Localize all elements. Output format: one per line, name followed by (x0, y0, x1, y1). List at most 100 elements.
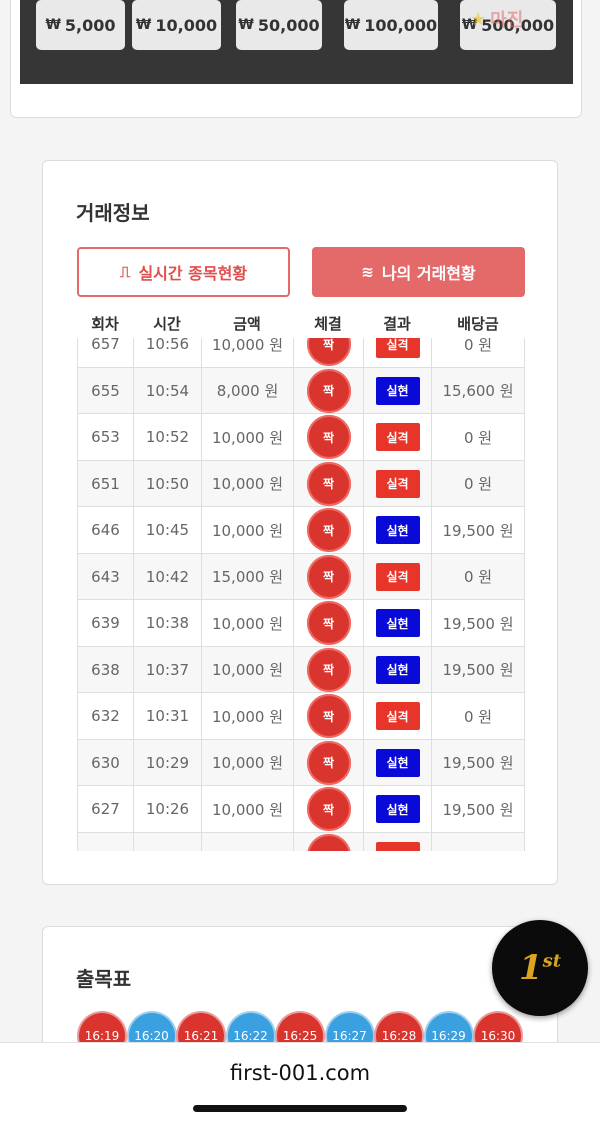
cell-time (133, 832, 201, 851)
pick-ball: 짝 (306, 787, 351, 832)
result-badge: 실현 (375, 516, 420, 545)
table-row: 646 10:45 10,000 원 짝 실현 19,500 원 (77, 507, 525, 554)
result-badge: 실현 (375, 609, 420, 638)
cell-amount: 10,000 원 (201, 693, 293, 740)
table-row (77, 832, 525, 851)
cell-payout: 0 원 (431, 553, 525, 600)
cell-time: 10:54 (133, 367, 201, 414)
cell-pick: 짝 (293, 460, 363, 507)
realtime-status-button[interactable]: ⎍ 실시간 종목현황 (77, 247, 290, 297)
bet-100000-button[interactable]: ₩100,000 (344, 0, 438, 50)
cell-time: 10:29 (133, 739, 201, 786)
home-indicator[interactable] (193, 1105, 407, 1112)
cell-time: 10:38 (133, 600, 201, 647)
cell-round: 646 (77, 507, 133, 554)
my-trades-button[interactable]: ≋ 나의 거래현황 (312, 247, 525, 297)
table-row: 638 10:37 10,000 원 짝 실현 19,500 원 (77, 646, 525, 693)
table-header: 회차 시간 금액 체결 결과 배당금 (77, 313, 525, 337)
cell-amount: 15,000 원 (201, 553, 293, 600)
pick-ball: 짝 (306, 461, 351, 506)
cell-time: 10:45 (133, 507, 201, 554)
result-badge: 실현 (375, 655, 420, 684)
cell-pick: 짝 (293, 367, 363, 414)
cell-time: 10:56 (133, 338, 201, 368)
cell-amount: 8,000 원 (201, 367, 293, 414)
table-row: 632 10:31 10,000 원 짝 실격 0 원 (77, 693, 525, 740)
pick-ball: 짝 (306, 601, 351, 646)
bet-5000-button[interactable]: ₩5,000 (36, 0, 125, 50)
cell-amount: 10,000 원 (201, 338, 293, 368)
cell-amount: 10,000 원 (201, 786, 293, 833)
won-icon: ₩ (135, 17, 152, 33)
table-row: 643 10:42 15,000 원 짝 실격 0 원 (77, 553, 525, 600)
bet-500000-button[interactable]: ₩500,000 (460, 0, 556, 50)
won-icon: ₩ (344, 17, 361, 33)
cell-pick: 짝 (293, 600, 363, 647)
cell-amount: 10,000 원 (201, 507, 293, 554)
chulmok-title: 출목표 (76, 967, 132, 991)
cell-payout: 0 원 (431, 338, 525, 368)
cell-result: 실현 (363, 507, 431, 554)
pulse-icon: ⎍ (119, 263, 131, 281)
result-badge (375, 841, 420, 851)
result-badge: 실격 (375, 469, 420, 498)
pick-ball: 짝 (306, 647, 351, 692)
table-row: 627 10:26 10,000 원 짝 실현 19,500 원 (77, 786, 525, 833)
pick-ball: 짝 (306, 338, 351, 367)
table-row: 639 10:38 10,000 원 짝 실현 19,500 원 (77, 600, 525, 647)
trade-table[interactable]: 657 10:56 10,000 원 짝 실격 0 원 655 10:54 8,000 원 짝 실현… (77, 338, 525, 851)
cell-result: 실격 (363, 338, 431, 368)
won-icon: ₩ (461, 17, 478, 33)
trade-rows: 657 10:56 10,000 원 짝 실격 0 원 655 10:54 8,000 원 짝 실현… (77, 338, 525, 851)
result-badge: 실격 (375, 338, 420, 359)
result-badge: 실현 (375, 795, 420, 824)
watermark-logo: ★ 마진 (470, 8, 524, 32)
table-row: 653 10:52 10,000 원 짝 실격 0 원 (77, 414, 525, 461)
cell-pick: 짝 (293, 739, 363, 786)
browser-url-bar[interactable]: first-001.com (0, 1042, 600, 1125)
result-badge: 실격 (375, 423, 420, 452)
pick-ball: 짝 (306, 694, 351, 739)
cell-time: 10:26 (133, 786, 201, 833)
cell-result: 실격 (363, 414, 431, 461)
header-pick: 체결 (314, 315, 342, 333)
cell-round: 655 (77, 367, 133, 414)
cell-pick: 짝 (293, 693, 363, 740)
cell-round: 638 (77, 646, 133, 693)
cell-round: 651 (77, 460, 133, 507)
cell-amount: 10,000 원 (201, 460, 293, 507)
cell-result: 실격 (363, 553, 431, 600)
table-row: 630 10:29 10,000 원 짝 실현 19,500 원 (77, 739, 525, 786)
cell-result: 실격 (363, 693, 431, 740)
pick-ball: 짝 (306, 554, 351, 599)
first-logo-badge[interactable]: 1st (492, 920, 588, 1016)
cell-round: 639 (77, 600, 133, 647)
bet-10000-button[interactable]: ₩10,000 (132, 0, 221, 50)
header-payout: 배당금 (457, 315, 499, 333)
cell-amount (201, 832, 293, 851)
pick-ball: 짝 (306, 368, 351, 413)
header-result: 결과 (383, 315, 411, 333)
cell-payout: 0 원 (431, 414, 525, 461)
pick-ball: 짝 (306, 415, 351, 460)
bet-50000-button[interactable]: ₩50,000 (236, 0, 322, 50)
cell-time: 10:52 (133, 414, 201, 461)
cell-amount: 10,000 원 (201, 739, 293, 786)
cell-payout: 0 원 (431, 460, 525, 507)
cell-payout: 19,500 원 (431, 786, 525, 833)
cell-round: 643 (77, 553, 133, 600)
pick-ball: 짝 (306, 508, 351, 553)
result-badge: 실현 (375, 748, 420, 777)
cell-payout: 15,600 원 (431, 367, 525, 414)
url-text: first-001.com (229, 1061, 371, 1085)
cell-payout: 19,500 원 (431, 600, 525, 647)
cell-result: 실현 (363, 786, 431, 833)
trade-info-card: 거래정보 ⎍ 실시간 종목현황 ≋ 나의 거래현황 회차 시간 금액 체결 결과… (42, 160, 558, 885)
bet-amount-panel: ₩5,000 ₩10,000 ₩50,000 ₩100,000 ₩500,000 (20, 0, 573, 84)
cell-amount: 10,000 원 (201, 414, 293, 461)
table-row: 657 10:56 10,000 원 짝 실격 0 원 (77, 338, 525, 368)
cell-result (363, 832, 431, 851)
table-row: 655 10:54 8,000 원 짝 실현 15,600 원 (77, 367, 525, 414)
cell-round: 627 (77, 786, 133, 833)
cell-time: 10:31 (133, 693, 201, 740)
